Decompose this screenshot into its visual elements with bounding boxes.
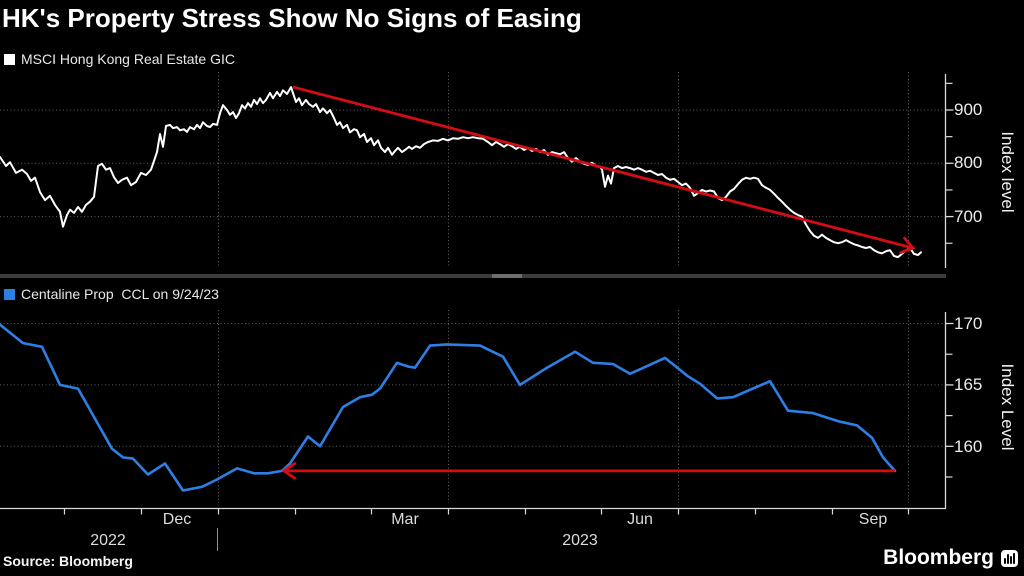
legend-top: MSCI Hong Kong Real Estate GIC <box>4 51 235 67</box>
trend-arrow-shaft <box>292 85 914 250</box>
bloomberg-wordmark: Bloomberg <box>883 546 994 569</box>
ytick-bottom-160: 160 <box>954 437 983 456</box>
ytick-top-700: 700 <box>954 207 983 226</box>
bloomberg-logo: Bloomberg <box>883 546 1018 570</box>
xtick-label-dec: Dec <box>162 511 192 528</box>
xtick-label-mar: Mar <box>391 511 419 528</box>
series-line-centaline <box>0 323 897 492</box>
panel-divider-handle[interactable] <box>492 274 522 278</box>
xaxis-year-2022: 2022 <box>90 532 126 549</box>
series-line-msci <box>0 86 922 259</box>
legend-label-centaline: Centaline Prop CCL on 9/24/23 <box>21 286 219 302</box>
ytick-bottom-165: 165 <box>954 375 983 394</box>
xtick-label-sep: Sep <box>858 511 888 528</box>
trend-arrow-head <box>899 236 916 254</box>
bloomberg-terminal-icon <box>1001 549 1018 567</box>
xaxis-year-2023: 2023 <box>562 532 598 549</box>
page-title: HK's Property Stress Show No Signs of Ea… <box>2 3 582 33</box>
xtick-label-jun: Jun <box>627 511 653 528</box>
y-axis-title-bottom: Index Level <box>998 363 1017 451</box>
legend-swatch-white <box>4 53 15 65</box>
legend-label-msci: MSCI Hong Kong Real Estate GIC <box>21 51 235 67</box>
ytick-bottom-170: 170 <box>954 314 983 333</box>
panel-divider <box>0 274 946 278</box>
legend-swatch-blue <box>4 288 15 300</box>
y-axis-title-top: Index level <box>998 131 1017 213</box>
year-divider-line <box>217 528 218 551</box>
trend-arrow-head <box>281 462 297 480</box>
ytick-top-800: 800 <box>954 153 983 172</box>
source-credit: Source: Bloomberg <box>3 553 133 569</box>
legend-bottom: Centaline Prop CCL on 9/24/23 <box>4 286 219 302</box>
ytick-top-900: 900 <box>954 100 983 119</box>
